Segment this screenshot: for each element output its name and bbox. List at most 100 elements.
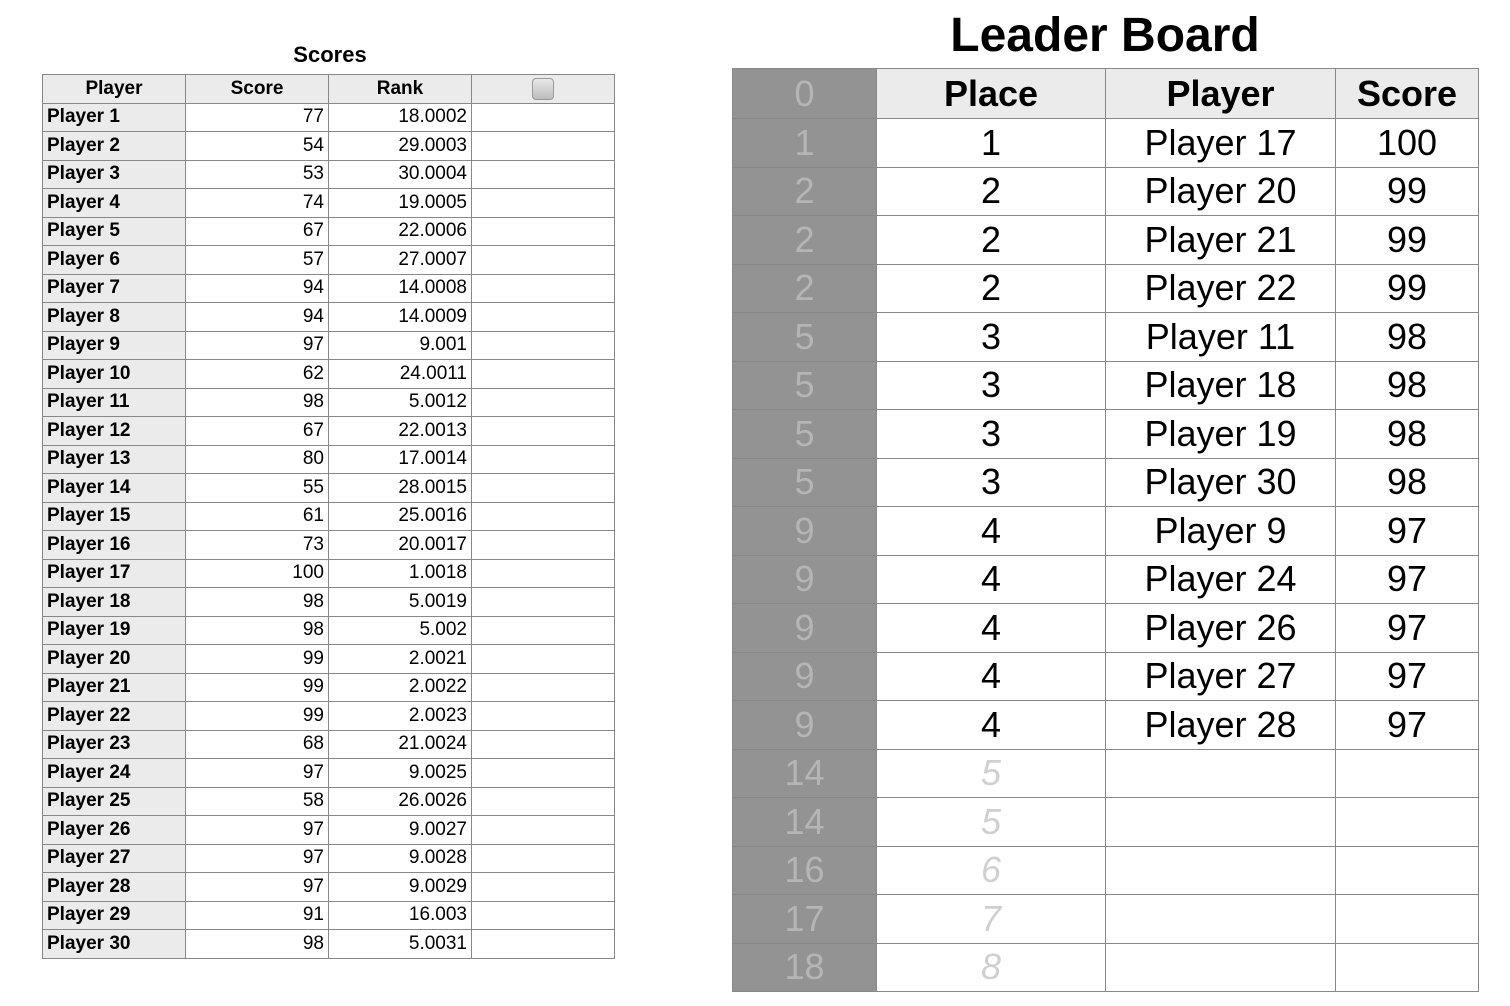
rank-cell[interactable]: 2.0022 <box>328 672 472 702</box>
player-cell[interactable]: Player 21 <box>1105 215 1336 265</box>
empty-cell[interactable] <box>471 416 615 446</box>
empty-cell[interactable] <box>471 558 615 588</box>
score-cell[interactable]: 74 <box>185 188 329 218</box>
empty-cell[interactable] <box>471 758 615 788</box>
player-cell[interactable]: Player 30 <box>1105 457 1336 507</box>
score-cell[interactable]: 55 <box>185 473 329 503</box>
score-cell[interactable]: 97 <box>1335 554 1479 604</box>
player-cell[interactable]: Player 26 <box>42 815 186 845</box>
place-cell[interactable]: 7 <box>876 894 1106 944</box>
score-cell[interactable]: 97 <box>185 758 329 788</box>
score-cell[interactable]: 98 <box>1335 409 1479 459</box>
player-cell[interactable]: Player 28 <box>42 872 186 902</box>
score-cell[interactable]: 98 <box>185 929 329 959</box>
empty-cell[interactable] <box>471 701 615 731</box>
index-cell[interactable]: 2 <box>732 166 877 216</box>
score-cell[interactable]: 80 <box>185 444 329 474</box>
empty-cell[interactable] <box>471 330 615 360</box>
player-cell[interactable] <box>1105 797 1336 847</box>
rank-cell[interactable]: 9.001 <box>328 330 472 360</box>
rank-cell[interactable]: 17.0014 <box>328 444 472 474</box>
player-cell[interactable]: Player 27 <box>1105 651 1336 701</box>
index-cell[interactable]: 16 <box>732 845 877 895</box>
player-cell[interactable]: Player 15 <box>42 501 186 531</box>
score-cell[interactable]: 97 <box>185 872 329 902</box>
player-cell[interactable]: Player 8 <box>42 302 186 332</box>
place-cell[interactable]: 3 <box>876 409 1106 459</box>
player-cell[interactable]: Player 16 <box>42 530 186 560</box>
empty-cell[interactable] <box>471 273 615 303</box>
score-cell[interactable] <box>1335 942 1479 992</box>
player-cell[interactable]: Player 27 <box>42 843 186 873</box>
player-cell[interactable] <box>1105 748 1336 798</box>
player-cell[interactable]: Player 22 <box>1105 263 1336 313</box>
player-cell[interactable]: Player 21 <box>42 672 186 702</box>
empty-cell[interactable] <box>471 473 615 503</box>
place-cell[interactable]: 5 <box>876 748 1106 798</box>
score-cell[interactable]: 98 <box>1335 360 1479 410</box>
empty-cell[interactable] <box>471 216 615 246</box>
place-cell[interactable]: 1 <box>876 118 1106 168</box>
player-cell[interactable]: Player 6 <box>42 245 186 275</box>
place-cell[interactable]: 2 <box>876 215 1106 265</box>
rank-cell[interactable]: 24.0011 <box>328 359 472 389</box>
header-score[interactable]: Score <box>185 74 329 104</box>
player-cell[interactable]: Player 12 <box>42 416 186 446</box>
empty-cell[interactable] <box>471 387 615 417</box>
index-cell[interactable]: 9 <box>732 651 877 701</box>
index-cell[interactable]: 9 <box>732 554 877 604</box>
empty-cell[interactable] <box>471 644 615 674</box>
score-cell[interactable]: 97 <box>185 843 329 873</box>
player-cell[interactable]: Player 25 <box>42 786 186 816</box>
score-cell[interactable]: 97 <box>1335 603 1479 653</box>
score-cell[interactable]: 99 <box>185 701 329 731</box>
place-cell[interactable]: 4 <box>876 651 1106 701</box>
player-cell[interactable]: Player 4 <box>42 188 186 218</box>
score-cell[interactable]: 73 <box>185 530 329 560</box>
rank-cell[interactable]: 19.0005 <box>328 188 472 218</box>
rank-cell[interactable]: 18.0002 <box>328 102 472 132</box>
player-cell[interactable]: Player 11 <box>42 387 186 417</box>
score-cell[interactable]: 97 <box>1335 506 1479 556</box>
header-place[interactable]: Place <box>876 68 1106 119</box>
empty-cell[interactable] <box>471 786 615 816</box>
score-cell[interactable]: 53 <box>185 159 329 189</box>
empty-cell[interactable] <box>471 672 615 702</box>
index-cell[interactable]: 5 <box>732 360 877 410</box>
player-cell[interactable]: Player 17 <box>1105 118 1336 168</box>
player-cell[interactable]: Player 23 <box>42 729 186 759</box>
score-cell[interactable]: 54 <box>185 131 329 161</box>
empty-cell[interactable] <box>471 444 615 474</box>
player-cell[interactable] <box>1105 894 1336 944</box>
header-score[interactable]: Score <box>1335 68 1479 119</box>
score-cell[interactable]: 99 <box>1335 166 1479 216</box>
rank-cell[interactable]: 14.0008 <box>328 273 472 303</box>
player-cell[interactable]: Player 2 <box>42 131 186 161</box>
rank-cell[interactable]: 27.0007 <box>328 245 472 275</box>
score-cell[interactable]: 97 <box>1335 700 1479 750</box>
player-cell[interactable]: Player 7 <box>42 273 186 303</box>
place-cell[interactable]: 2 <box>876 263 1106 313</box>
player-cell[interactable] <box>1105 845 1336 895</box>
player-cell[interactable]: Player 11 <box>1105 312 1336 362</box>
player-cell[interactable]: Player 19 <box>1105 409 1336 459</box>
place-cell[interactable]: 4 <box>876 603 1106 653</box>
index-cell[interactable]: 9 <box>732 603 877 653</box>
empty-cell[interactable] <box>471 159 615 189</box>
header-index[interactable]: 0 <box>732 68 877 119</box>
rank-cell[interactable]: 9.0029 <box>328 872 472 902</box>
score-cell[interactable]: 61 <box>185 501 329 531</box>
player-cell[interactable]: Player 24 <box>1105 554 1336 604</box>
rank-cell[interactable]: 16.003 <box>328 900 472 930</box>
score-cell[interactable]: 99 <box>1335 263 1479 313</box>
player-cell[interactable]: Player 22 <box>42 701 186 731</box>
empty-cell[interactable] <box>471 587 615 617</box>
place-cell[interactable]: 6 <box>876 845 1106 895</box>
player-cell[interactable]: Player 5 <box>42 216 186 246</box>
rank-cell[interactable]: 9.0028 <box>328 843 472 873</box>
score-cell[interactable]: 97 <box>185 330 329 360</box>
player-cell[interactable]: Player 26 <box>1105 603 1336 653</box>
score-cell[interactable] <box>1335 797 1479 847</box>
index-cell[interactable]: 1 <box>732 118 877 168</box>
empty-cell[interactable] <box>471 501 615 531</box>
